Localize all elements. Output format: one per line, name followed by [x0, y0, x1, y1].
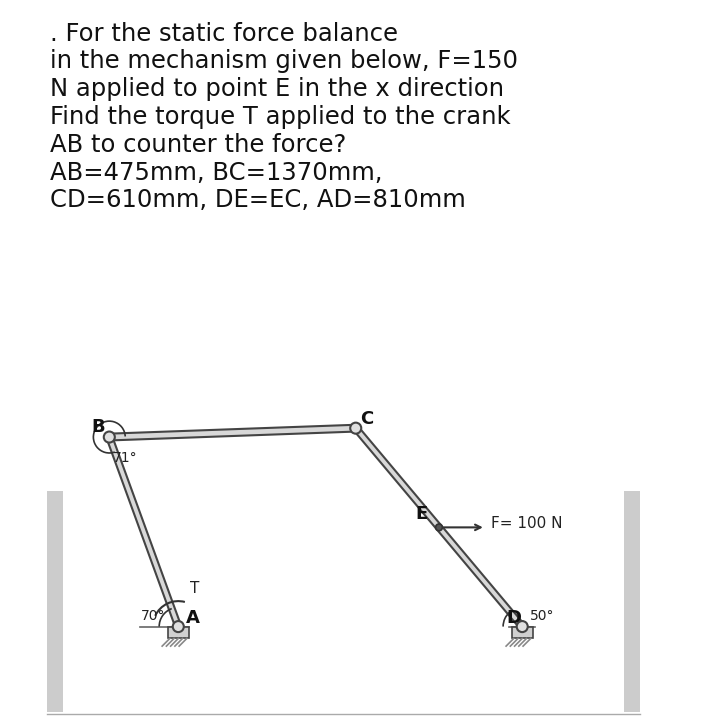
Polygon shape [354, 426, 525, 629]
Circle shape [435, 524, 442, 531]
Text: F= 100 N: F= 100 N [491, 516, 562, 531]
Text: E: E [415, 505, 428, 523]
Text: 70°: 70° [141, 609, 165, 623]
Circle shape [517, 621, 527, 632]
Text: B: B [91, 418, 105, 436]
Circle shape [104, 431, 115, 443]
Text: A: A [186, 609, 200, 627]
Text: D: D [506, 609, 521, 627]
Circle shape [173, 621, 184, 632]
FancyBboxPatch shape [624, 491, 640, 711]
Bar [167, 626, 189, 639]
Text: 71°: 71° [113, 451, 138, 464]
Polygon shape [106, 436, 181, 628]
Circle shape [350, 423, 362, 433]
FancyBboxPatch shape [47, 491, 63, 711]
Bar [512, 626, 533, 639]
Polygon shape [109, 425, 356, 441]
Text: . For the static force balance
in the mechanism given below, F=150
N applied to : . For the static force balance in the me… [50, 22, 518, 212]
Text: 50°: 50° [530, 609, 554, 623]
Text: C: C [360, 410, 373, 428]
Text: T: T [190, 582, 199, 596]
